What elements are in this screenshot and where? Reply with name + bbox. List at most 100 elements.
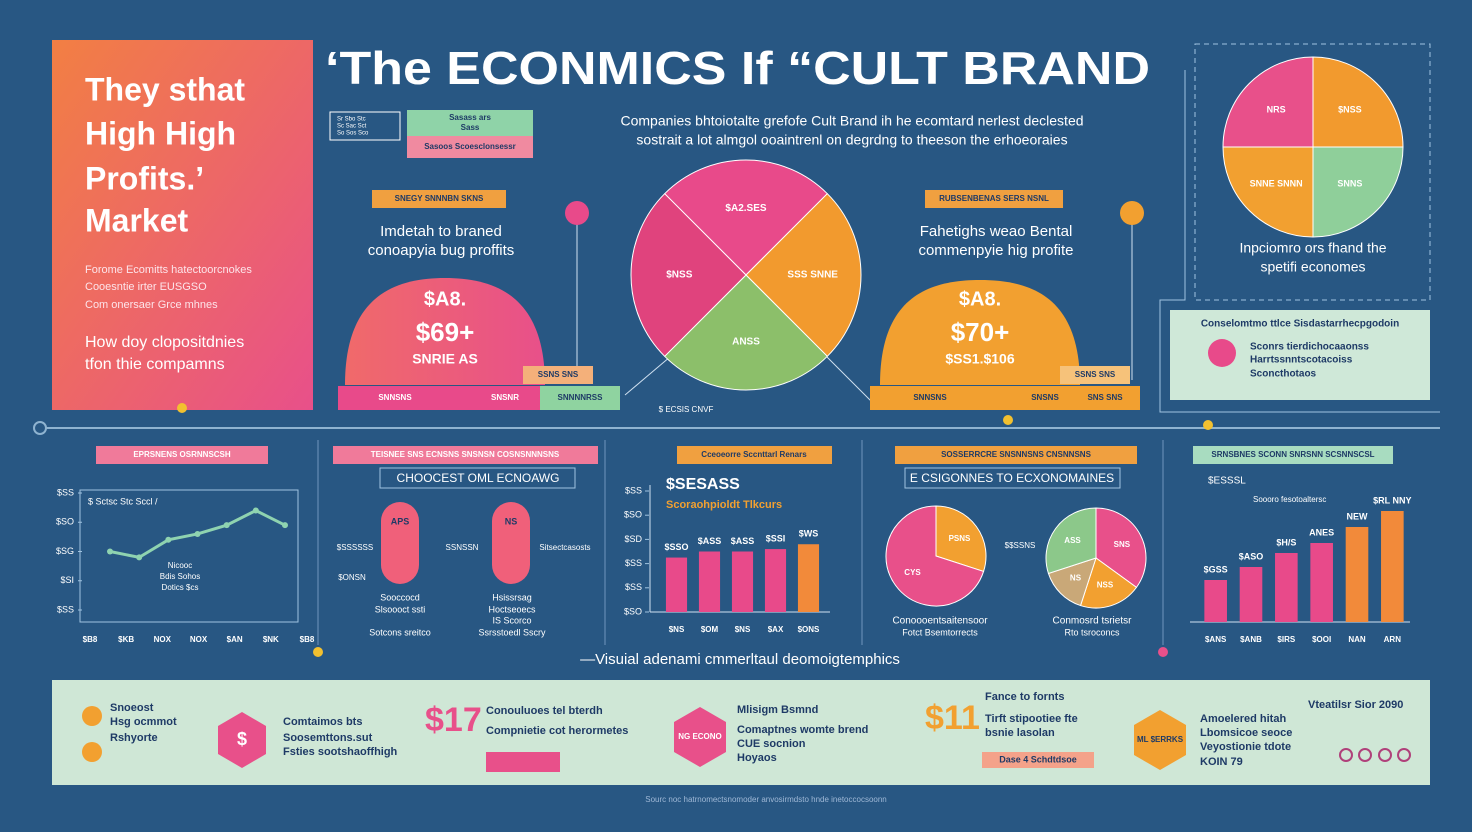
band-text: Lbomsicoe seoce bbox=[1200, 727, 1292, 739]
y-tick-label: $SS bbox=[57, 604, 74, 614]
connector bbox=[1159, 70, 1440, 413]
band-text: bsnie lasolan bbox=[985, 727, 1055, 739]
dome-label: $SS1.$106 bbox=[945, 351, 1014, 367]
panel-note: IS Scorco bbox=[492, 615, 531, 625]
slice-label: SNS bbox=[1114, 540, 1131, 549]
icon bbox=[1208, 339, 1236, 367]
x-tick-label: $AN bbox=[227, 635, 243, 644]
point bbox=[107, 548, 113, 555]
dashed-box bbox=[1194, 43, 1431, 301]
pie-slice bbox=[663, 274, 829, 391]
page-dot bbox=[1358, 748, 1372, 762]
caption: —Visuial adenami cmmerltaul deomoigtemph… bbox=[580, 651, 900, 668]
band-icon: $17 bbox=[425, 701, 482, 739]
panel-note: Slsoooct ssti bbox=[375, 604, 426, 614]
band-text: KOIN 79 bbox=[1200, 756, 1243, 768]
panel-note: $SSSSSS bbox=[337, 543, 373, 552]
hero-title: They sthat bbox=[85, 71, 245, 107]
tag-label: EPRSNENS OSRNNSCSH bbox=[133, 450, 231, 459]
panel-note: Sooccocd bbox=[380, 592, 420, 602]
icon bbox=[82, 706, 102, 726]
icon bbox=[82, 742, 102, 762]
value-label: $WS bbox=[799, 529, 819, 539]
band-text: Rshyorte bbox=[110, 732, 158, 744]
bar bbox=[698, 551, 721, 612]
value-label: $GSS bbox=[1204, 564, 1228, 574]
value-label: ANES bbox=[1309, 527, 1334, 537]
capsule bbox=[381, 502, 419, 584]
page-dot bbox=[1397, 748, 1411, 762]
legend-item: Sc Sac Sct bbox=[337, 124, 367, 130]
timeline-node bbox=[1158, 647, 1168, 657]
value-label: $ASS bbox=[698, 536, 722, 546]
band-text: Soosemttons.sut bbox=[283, 732, 373, 744]
pie-slice bbox=[1045, 507, 1097, 575]
section-text: commenpyie hig profite bbox=[918, 242, 1073, 259]
dome bbox=[345, 278, 545, 385]
slice-label: NS bbox=[1070, 574, 1082, 583]
x-tick-label: ARN bbox=[1384, 635, 1402, 644]
chip bbox=[1060, 366, 1130, 384]
panel-sub: Scoraohpioldt Tlkcurs bbox=[666, 499, 782, 511]
hero-footer: tfon thie compamns bbox=[85, 356, 225, 373]
x-tick-label: $B8 bbox=[83, 635, 98, 644]
panel-note: Ssrsstoedl Sscry bbox=[478, 627, 546, 637]
caption: $ ECSIS CNVF bbox=[659, 405, 714, 414]
legend-tag: Sass bbox=[461, 123, 480, 132]
panel-note: $$SSNS bbox=[1005, 541, 1036, 550]
chip bbox=[486, 752, 560, 772]
pie-slice bbox=[1312, 146, 1404, 238]
legend-tag: Sasass ars bbox=[449, 113, 491, 122]
point bbox=[194, 530, 201, 537]
tag-label: SNEGY SNNNBN SKNS bbox=[395, 194, 484, 203]
pie-slice bbox=[1222, 146, 1314, 238]
x-tick-label: $OOI bbox=[1312, 635, 1331, 644]
hexagon bbox=[1134, 710, 1186, 770]
pie-slice bbox=[630, 192, 747, 358]
box-title: Conselomtmo ttlce Sisdastarrhecpgodoin bbox=[1201, 319, 1399, 330]
x-tick-label: $IRS bbox=[1277, 635, 1295, 644]
tag bbox=[333, 446, 598, 464]
panel-note: Conoooentsaitensoor bbox=[892, 616, 988, 627]
legend-box bbox=[329, 111, 401, 141]
panel-header: E CSIGONNES TO ECXONOMAINES bbox=[910, 471, 1114, 485]
page-dot bbox=[1378, 748, 1392, 762]
chip-label: SSNS SNS bbox=[538, 370, 579, 379]
band-text: Amoelered hitah bbox=[1200, 713, 1286, 725]
bar-label: SNNSNS bbox=[378, 393, 412, 402]
legend-tag bbox=[407, 110, 533, 136]
pie-slice bbox=[1222, 56, 1314, 148]
chip-label: SSNS SNS bbox=[1075, 370, 1116, 379]
bar bbox=[1310, 543, 1333, 622]
page-dot bbox=[1339, 748, 1353, 762]
band-text: Hsg ocmmot bbox=[110, 716, 177, 728]
timeline-node bbox=[177, 403, 187, 413]
slice-label: SNNE SNNN bbox=[1250, 178, 1303, 188]
slice-label: $NSS bbox=[666, 270, 692, 281]
side-text: Inpciomro ors fhand the bbox=[1239, 240, 1386, 256]
capsule bbox=[492, 502, 530, 584]
value-label: $SSO bbox=[664, 542, 688, 552]
dome-label: $A8. bbox=[959, 288, 1001, 310]
slice-label: $NSS bbox=[1338, 104, 1362, 114]
slice-label: NSS bbox=[1097, 581, 1114, 590]
dot bbox=[565, 201, 589, 225]
bar bbox=[1239, 567, 1263, 622]
slice-label: ASS bbox=[1064, 536, 1081, 545]
panel-note: Hoctseoecs bbox=[488, 604, 536, 614]
value-label: $ASS bbox=[731, 536, 755, 546]
x-tick-label: NOX bbox=[154, 635, 172, 644]
tag bbox=[372, 190, 506, 208]
bar bbox=[665, 557, 688, 612]
dome-label: $A8. bbox=[424, 288, 466, 310]
bar-label: SNNSNS bbox=[913, 393, 947, 402]
slice-label: PSNS bbox=[949, 534, 971, 543]
header-box bbox=[904, 467, 1121, 489]
bar bbox=[1345, 527, 1369, 622]
panel-note: SSNSSN bbox=[446, 543, 479, 552]
panel-note: Fotct Bsemtorrects bbox=[902, 627, 978, 637]
chart-note: $ Sctsc Stc Sccl / bbox=[88, 496, 158, 506]
subtitle: Companies bhtoiotalte grefofe Cult Brand… bbox=[620, 113, 1083, 129]
tag-label: SOSSERRCRE SNSNNSNS CNSNNSNS bbox=[941, 450, 1091, 459]
band-icon: $ bbox=[237, 729, 247, 749]
